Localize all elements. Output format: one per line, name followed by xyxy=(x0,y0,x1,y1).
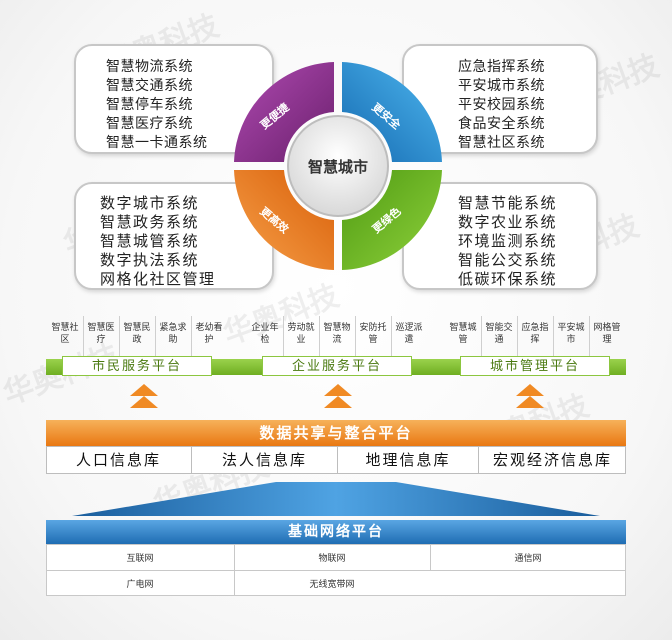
system-item: 智慧医疗系统 xyxy=(106,116,193,132)
citizen-platform-label: 市民服务平台 xyxy=(62,356,212,376)
system-item: 平安校园系统 xyxy=(458,97,545,113)
system-item: 智慧停车系统 xyxy=(106,97,193,113)
center-circle xyxy=(287,115,389,217)
service-item: 安防托管 xyxy=(359,323,387,345)
data-platform-title: 数据共享与整合平台 xyxy=(259,424,413,442)
service-item: 智慧医疗 xyxy=(87,323,115,345)
quadrant-safe xyxy=(342,62,442,162)
system-item: 低碳环保系统 xyxy=(458,270,558,288)
database-row xyxy=(46,446,626,474)
system-item: 智慧一卡通系统 xyxy=(106,135,208,151)
system-item: 智慧社区系统 xyxy=(458,135,545,151)
system-item: 智慧物流系统 xyxy=(106,59,193,75)
database-item: 宏观经济信息库 xyxy=(492,451,612,469)
support-trapezoid xyxy=(72,482,600,516)
system-item: 网格化社区管理 xyxy=(100,270,216,288)
service-item: 智慧物流 xyxy=(323,323,351,345)
network-item: 无线宽带网 xyxy=(309,580,355,590)
service-item: 老幼看护 xyxy=(195,323,223,345)
network-platform-bar xyxy=(46,520,626,544)
system-item: 应急指挥系统 xyxy=(458,59,545,75)
service-item: 劳动就业 xyxy=(287,323,315,345)
system-item: 数字农业系统 xyxy=(458,213,558,231)
system-item: 智慧政务系统 xyxy=(100,213,200,231)
system-item: 智慧城管系统 xyxy=(100,232,200,250)
network-item: 通信网 xyxy=(514,554,542,564)
service-item: 巡逻派遣 xyxy=(395,323,423,345)
network-item: 互联网 xyxy=(126,554,154,564)
center-title: 智慧城市 xyxy=(307,158,368,176)
system-item: 环境监测系统 xyxy=(458,232,558,250)
network-item: 广电网 xyxy=(126,580,154,590)
enterprise-platform-label: 企业服务平台 xyxy=(262,356,412,376)
system-item: 智慧节能系统 xyxy=(458,194,558,212)
system-item: 数字城市系统 xyxy=(100,194,200,212)
quadrant-efficient xyxy=(234,170,334,270)
network-platform-title: 基础网络平台 xyxy=(288,524,384,540)
card-top-left: 智慧物流系统 智慧交通系统 智慧停车系统 智慧医疗系统 智慧一卡通系统 xyxy=(74,44,274,154)
service-item: 智慧城管 xyxy=(449,323,477,345)
network-item: 物联网 xyxy=(318,554,346,564)
database-item: 地理信息库 xyxy=(365,451,451,469)
quadrant-convenient xyxy=(234,62,334,162)
database-item: 法人信息库 xyxy=(221,451,307,469)
city-platform-label: 城市管理平台 xyxy=(460,356,610,376)
service-item: 网格管理 xyxy=(593,323,621,345)
service-item: 企业年检 xyxy=(251,323,279,345)
system-item: 智慧交通系统 xyxy=(106,78,193,94)
smart-city-wheel xyxy=(234,62,442,270)
quadrant-green xyxy=(342,170,442,270)
system-item: 数字执法系统 xyxy=(100,251,200,269)
service-item: 紧急求助 xyxy=(159,323,187,345)
database-item: 人口信息库 xyxy=(75,451,161,469)
service-item: 平安城市 xyxy=(557,323,585,345)
service-item: 智慧社区 xyxy=(51,323,79,345)
system-item: 平安城市系统 xyxy=(458,78,545,94)
service-item: 智慧民政 xyxy=(123,323,151,345)
system-item: 智能公交系统 xyxy=(458,251,558,269)
service-item: 智能交通 xyxy=(485,323,513,345)
data-platform-bar xyxy=(46,420,626,446)
service-item: 应急指挥 xyxy=(521,323,549,345)
system-item: 食品安全系统 xyxy=(458,116,545,132)
